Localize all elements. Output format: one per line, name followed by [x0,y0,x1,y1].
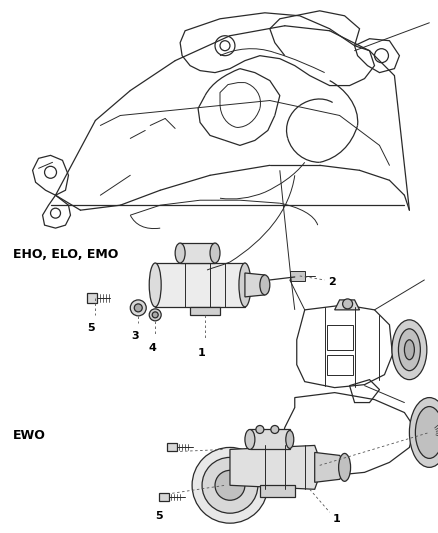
Ellipse shape [259,275,269,295]
Circle shape [149,309,161,321]
Ellipse shape [414,407,438,458]
Ellipse shape [398,329,420,370]
Text: 3: 3 [131,331,139,341]
Ellipse shape [403,340,413,360]
Circle shape [270,425,278,433]
Polygon shape [230,446,319,489]
Polygon shape [190,307,219,315]
Ellipse shape [244,430,254,449]
Circle shape [134,304,142,312]
Circle shape [342,299,352,309]
Ellipse shape [391,320,426,379]
Circle shape [192,447,267,523]
Circle shape [152,312,158,318]
Polygon shape [314,453,344,482]
Ellipse shape [175,243,185,263]
Circle shape [215,470,244,500]
Text: EHO, ELO, EMO: EHO, ELO, EMO [13,248,118,261]
Ellipse shape [209,243,219,263]
Polygon shape [159,493,169,501]
Polygon shape [334,300,359,310]
Text: 4: 4 [148,343,156,353]
Polygon shape [155,263,244,307]
Polygon shape [249,430,289,449]
Text: 1: 1 [332,514,339,524]
Text: 1: 1 [198,348,205,358]
Text: 5: 5 [88,323,95,333]
Polygon shape [259,486,294,497]
Polygon shape [167,443,177,451]
Circle shape [255,425,263,433]
Ellipse shape [338,454,350,481]
Ellipse shape [409,398,438,467]
Text: 2: 2 [327,277,335,287]
Ellipse shape [285,431,293,448]
Text: EWO: EWO [13,430,46,442]
Ellipse shape [238,263,251,307]
Polygon shape [180,243,215,263]
Polygon shape [87,293,97,303]
Circle shape [130,300,146,316]
Ellipse shape [149,263,161,307]
Circle shape [201,457,257,513]
Polygon shape [289,271,304,281]
Text: 5: 5 [155,511,162,521]
Polygon shape [244,273,264,297]
